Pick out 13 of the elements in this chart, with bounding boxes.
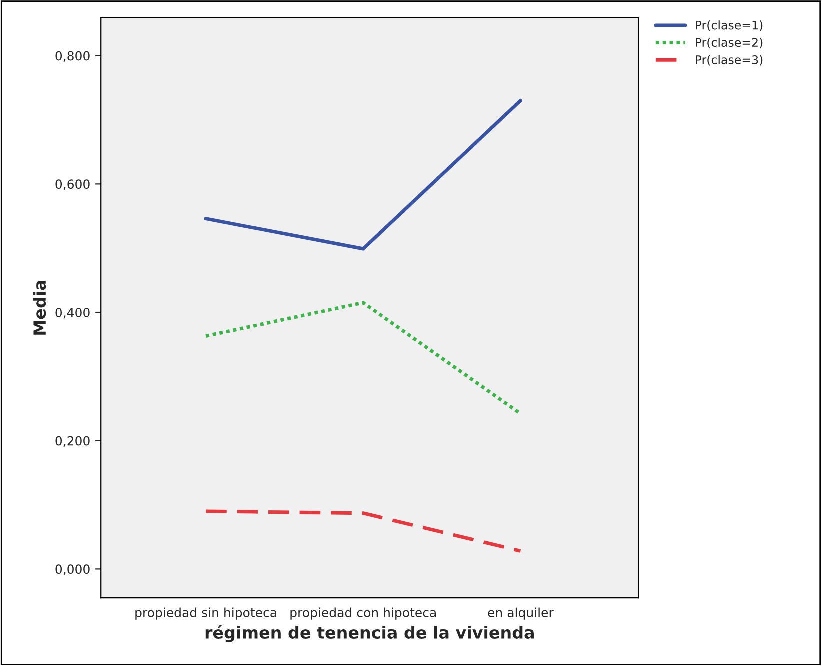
x-tick-label: propiedad con hipoteca [290,608,436,620]
legend-label: Pr(clase=3) [696,55,763,66]
y-tick-label: 0,400 [56,308,90,319]
y-tick-label: 0,800 [56,51,90,62]
y-tick-label: 0,000 [56,564,90,576]
legend-label: Pr(clase=1) [696,20,763,32]
x-tick-label: propiedad sin hipoteca [136,608,276,620]
x-axis-title: régimen de tenencia de la vivienda [206,625,534,642]
y-tick-label: 0,600 [56,180,90,190]
y-tick-label: 0,200 [56,436,90,448]
x-tick-label: en alquiler [488,608,554,620]
legend-label: Pr(clase=2) [696,38,763,48]
y-axis-title: Media [33,280,46,335]
